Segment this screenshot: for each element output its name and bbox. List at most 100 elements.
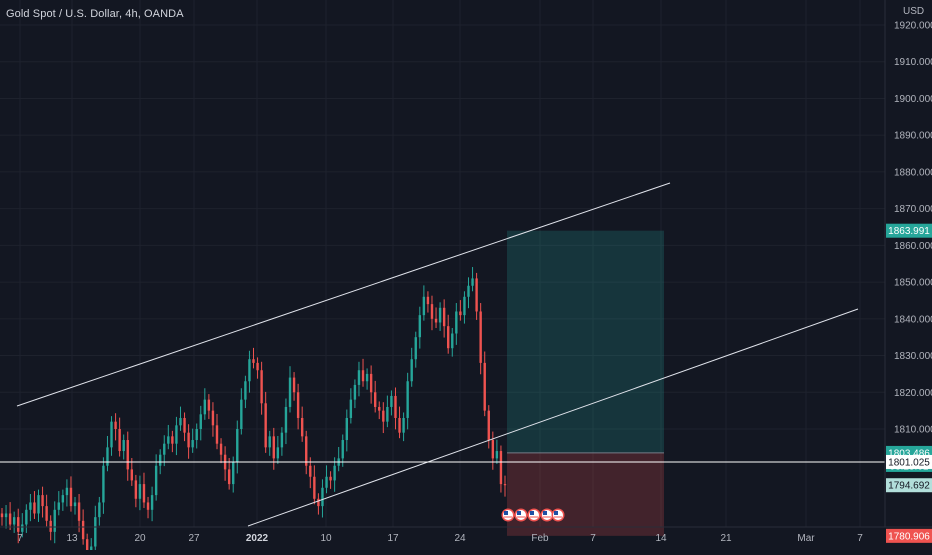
time-tick-label: 21 bbox=[720, 533, 732, 544]
profit-zone[interactable] bbox=[507, 230, 664, 453]
stop-loss-zone[interactable] bbox=[507, 452, 664, 536]
price-tick-label: 1850.000 bbox=[894, 278, 932, 289]
us-flag-icon[interactable] bbox=[527, 508, 541, 522]
candle-body bbox=[94, 517, 97, 547]
us-flag-icon[interactable] bbox=[514, 508, 528, 522]
price-label-stop[interactable]: 1780.906 bbox=[886, 528, 932, 543]
price-label-target[interactable]: 1863.991 bbox=[886, 223, 932, 238]
candle-body bbox=[110, 421, 113, 448]
time-tick-label: 7 bbox=[17, 533, 23, 544]
candle-body bbox=[61, 495, 65, 503]
price-label-horizontal-line[interactable]: 1801.025 bbox=[886, 454, 932, 469]
candle-body bbox=[426, 296, 430, 305]
candle-body bbox=[4, 513, 8, 518]
time-tick-label: 24 bbox=[454, 533, 466, 544]
candle-body bbox=[386, 406, 389, 422]
candle-body bbox=[118, 429, 121, 452]
candle-body bbox=[414, 337, 417, 360]
symbol-title: Gold Spot / U.S. Dollar, 4h, OANDA bbox=[6, 8, 184, 20]
candle-body bbox=[77, 502, 81, 521]
candle-body bbox=[341, 440, 344, 459]
candle-body bbox=[406, 381, 409, 418]
candle-body bbox=[353, 384, 357, 400]
candle-body bbox=[37, 495, 40, 514]
candles bbox=[0, 267, 507, 555]
price-tick-label: 1870.000 bbox=[894, 204, 932, 215]
candle-body bbox=[248, 359, 251, 382]
candle-body bbox=[122, 440, 125, 452]
candle-body bbox=[321, 487, 324, 507]
candle-body bbox=[49, 520, 52, 532]
candle-body bbox=[106, 447, 109, 466]
candle-body bbox=[81, 520, 85, 540]
price-label-box bbox=[886, 223, 932, 238]
candle-body bbox=[442, 307, 446, 327]
candle-body bbox=[45, 506, 48, 521]
candle-body bbox=[227, 469, 231, 485]
price-tick-label: 1880.000 bbox=[894, 167, 932, 178]
channel-upper-line[interactable] bbox=[16, 182, 671, 407]
price-tick-label: 1810.000 bbox=[894, 425, 932, 436]
price-label-text: 1780.906 bbox=[888, 531, 930, 542]
candle-body bbox=[102, 465, 105, 503]
candle-body bbox=[276, 447, 280, 459]
candle-body bbox=[219, 443, 223, 455]
candle-body bbox=[329, 476, 332, 481]
candle-body bbox=[268, 436, 271, 448]
price-label-text: 1801.025 bbox=[888, 457, 930, 468]
us-flag-icon[interactable] bbox=[551, 508, 565, 522]
candle-body bbox=[232, 462, 235, 485]
candle-body bbox=[29, 502, 32, 510]
price-label-text: 1863.991 bbox=[888, 226, 930, 237]
candle-body bbox=[130, 469, 134, 481]
candle-body bbox=[357, 370, 361, 385]
candle-body bbox=[0, 513, 4, 518]
candle-body bbox=[98, 502, 101, 518]
position-tool[interactable] bbox=[507, 230, 664, 536]
candle-body bbox=[260, 370, 263, 404]
price-tick-label: 1860.000 bbox=[894, 241, 932, 252]
candle-body bbox=[503, 484, 507, 486]
candle-body bbox=[434, 318, 438, 323]
candle-body bbox=[479, 311, 482, 363]
flag-canton bbox=[504, 511, 508, 515]
economic-events[interactable] bbox=[501, 508, 565, 522]
candle-body bbox=[317, 498, 320, 507]
price-axis[interactable]: 1920.000 1910.000 1900.000 1890.000 1880.000… bbox=[884, 0, 932, 543]
price-tick-label: 1830.000 bbox=[894, 351, 932, 362]
candle-body bbox=[345, 417, 348, 441]
time-tick-label: 7 bbox=[590, 533, 596, 544]
price-label-current[interactable]: 1794.692 bbox=[886, 478, 932, 493]
candle-body bbox=[292, 377, 296, 393]
candle-body bbox=[183, 417, 186, 433]
candle-body bbox=[240, 399, 243, 429]
candle-body bbox=[21, 524, 24, 532]
candle-body bbox=[325, 476, 328, 488]
us-flag-icon[interactable] bbox=[501, 508, 515, 522]
price-label-text: 1794.692 bbox=[888, 481, 930, 492]
candle-body bbox=[447, 326, 450, 349]
us-flag-icon[interactable] bbox=[540, 508, 554, 522]
candle-body bbox=[236, 429, 239, 463]
candle-body bbox=[41, 495, 44, 507]
channel-lower-line[interactable] bbox=[247, 308, 859, 527]
price-label-box bbox=[886, 454, 932, 469]
candle-body bbox=[150, 495, 154, 510]
candle-body bbox=[264, 403, 267, 448]
candle-body bbox=[33, 502, 36, 514]
candle-body bbox=[382, 410, 385, 422]
candle-body bbox=[313, 476, 316, 499]
drawings[interactable] bbox=[0, 182, 885, 527]
candle-body bbox=[175, 425, 178, 444]
candle-body bbox=[398, 417, 401, 433]
flag-canton bbox=[517, 511, 521, 515]
candle-body bbox=[390, 395, 393, 407]
candle-body bbox=[422, 296, 426, 316]
candle-body bbox=[159, 454, 162, 466]
candle-body bbox=[305, 436, 308, 466]
time-axis[interactable]: 7 13 20 27 2022 10 17 24 Feb 7 14 21 Mar 7 bbox=[0, 526, 932, 544]
candle-body bbox=[475, 278, 478, 312]
